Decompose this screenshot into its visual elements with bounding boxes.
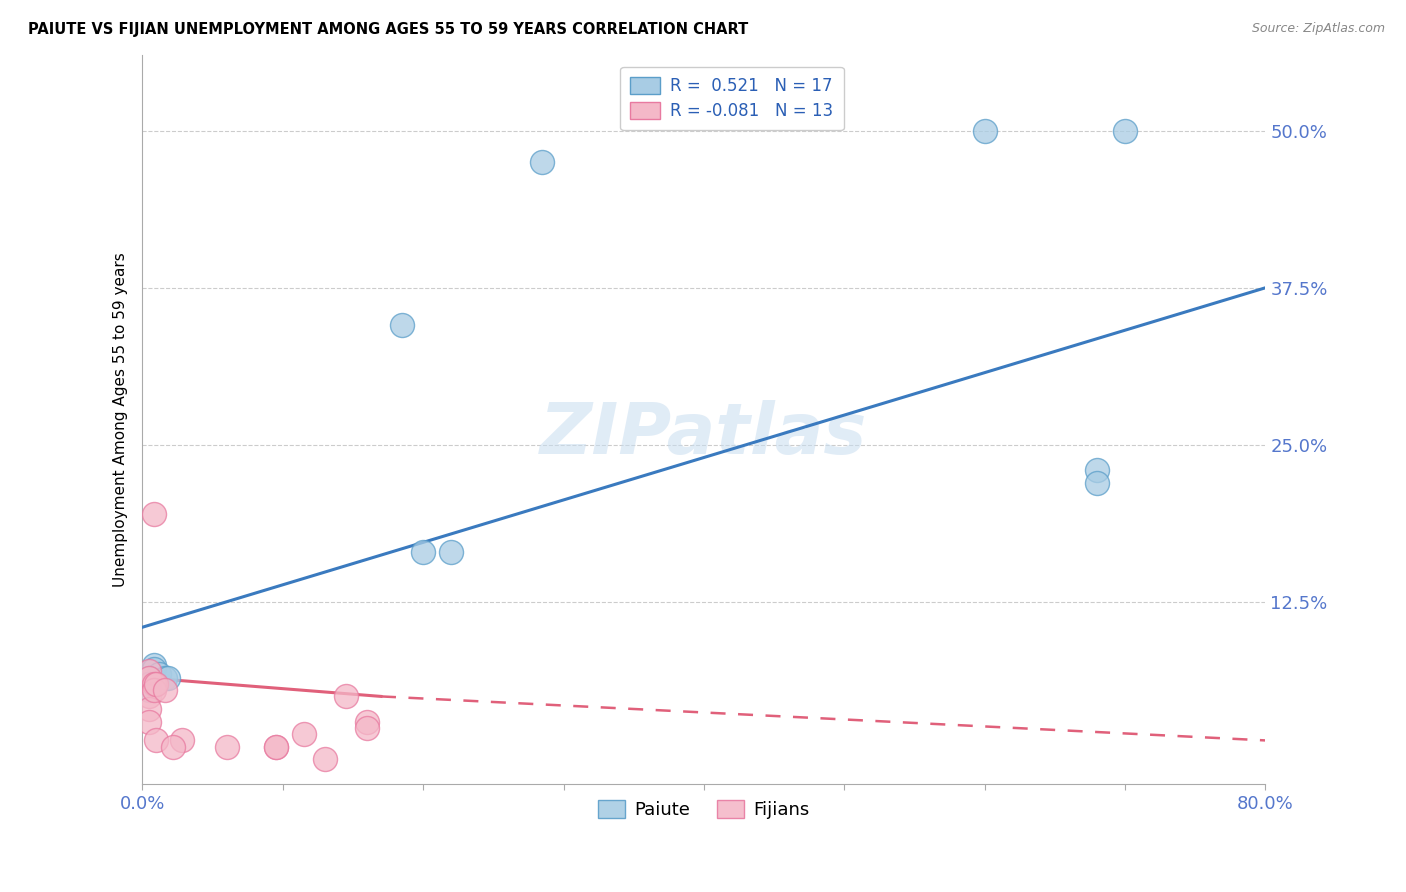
Point <box>138 702 160 716</box>
Point <box>153 671 176 685</box>
Y-axis label: Unemployment Among Ages 55 to 59 years: Unemployment Among Ages 55 to 59 years <box>114 252 128 587</box>
Point <box>138 683 160 698</box>
Point <box>162 739 184 754</box>
Point <box>145 733 167 747</box>
Point <box>138 714 160 729</box>
Point <box>142 677 165 691</box>
Point <box>138 671 160 685</box>
Point <box>142 657 165 672</box>
Point <box>531 155 554 169</box>
Point <box>142 662 165 676</box>
Point <box>145 677 167 691</box>
Point <box>138 677 160 691</box>
Text: PAIUTE VS FIJIAN UNEMPLOYMENT AMONG AGES 55 TO 59 YEARS CORRELATION CHART: PAIUTE VS FIJIAN UNEMPLOYMENT AMONG AGES… <box>28 22 748 37</box>
Point <box>138 665 160 679</box>
Point <box>138 671 160 685</box>
Point <box>335 690 357 704</box>
Point <box>973 123 995 137</box>
Text: ZIPatlas: ZIPatlas <box>540 400 868 469</box>
Text: Source: ZipAtlas.com: Source: ZipAtlas.com <box>1251 22 1385 36</box>
Point <box>142 507 165 521</box>
Point <box>391 318 413 333</box>
Point <box>1085 475 1108 490</box>
Point <box>264 739 287 754</box>
Point <box>156 671 179 685</box>
Point <box>138 690 160 704</box>
Point <box>142 683 165 698</box>
Point <box>170 733 193 747</box>
Point <box>292 727 315 741</box>
Point <box>148 666 170 681</box>
Point <box>440 545 463 559</box>
Point <box>1114 123 1136 137</box>
Point <box>138 677 160 691</box>
Legend: Paiute, Fijians: Paiute, Fijians <box>591 793 817 827</box>
Point <box>264 739 287 754</box>
Point <box>356 714 378 729</box>
Point <box>1085 463 1108 477</box>
Point <box>153 683 176 698</box>
Point <box>215 739 238 754</box>
Point <box>314 752 336 766</box>
Point <box>412 545 434 559</box>
Point <box>356 721 378 735</box>
